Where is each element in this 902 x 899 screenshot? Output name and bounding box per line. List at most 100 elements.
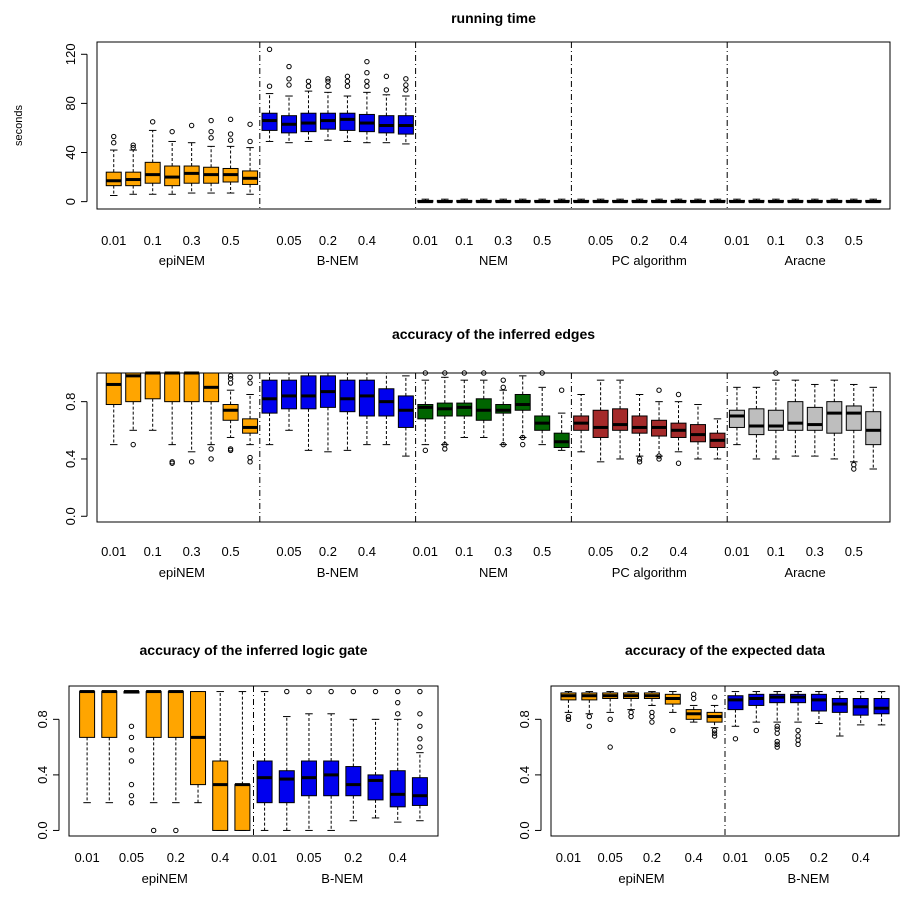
box-B-NEM-4 (319, 372, 336, 453)
outlier-point (111, 133, 117, 140)
box-PC algorithm-5 (651, 198, 668, 204)
box-epiNEM-8 (234, 691, 251, 831)
outlier-point (266, 46, 273, 53)
box-epiNEM-1 (560, 691, 577, 723)
y-tick-label: 0.0 (63, 507, 78, 525)
chart-expected-data-accuracy: accuracy of the expected data 0.0 0.4 0.8 0.… (517, 642, 900, 886)
box-PC algorithm-4 (631, 198, 648, 204)
box-B-NEM-6 (358, 58, 375, 144)
x-tick-label: 0.01 (413, 233, 438, 248)
outlier-point (417, 688, 423, 695)
x-tick-label: 0.4 (211, 850, 229, 865)
outlier-point (325, 76, 331, 82)
box-body (845, 405, 862, 431)
x-tick-label: 0.3 (183, 544, 201, 559)
box-B-NEM-7 (852, 691, 869, 726)
outlier-point (539, 370, 545, 376)
box-epiNEM-4 (145, 690, 162, 834)
box-PC algorithm-7 (689, 404, 706, 460)
outlier-point (558, 387, 565, 393)
outlier-point (227, 137, 234, 143)
box-NEM-4 (475, 370, 492, 438)
box-body (345, 766, 362, 797)
outlier-point (628, 709, 634, 716)
outlier-point (130, 144, 136, 151)
outlier-point (247, 380, 253, 386)
outlier-point (442, 441, 448, 448)
x-tick-label: 0.05 (765, 850, 790, 865)
outlier-point (247, 459, 253, 465)
outlier-point (227, 373, 234, 379)
box-epiNEM-1 (105, 372, 122, 446)
outlier-point (403, 76, 409, 82)
box-NEM-8 (553, 198, 570, 204)
box-NEM-2 (436, 198, 453, 204)
outlier-point (670, 727, 676, 734)
group-label-B-NEM: B-NEM (317, 565, 359, 580)
chart-title-logic-gate-accuracy: accuracy of the inferred logic gate (140, 642, 368, 658)
x-tick-label: 0.3 (183, 233, 201, 248)
box-body (323, 760, 340, 797)
box-body (728, 409, 745, 428)
outlier-point (500, 441, 506, 448)
box-B-NEM-3 (300, 688, 317, 831)
box-body (806, 406, 823, 431)
box-body (79, 691, 96, 738)
y-tick-label: 0 (63, 198, 78, 205)
group-label-Aracne: Aracne (784, 565, 825, 580)
box-body (631, 415, 648, 434)
outlier-point (247, 121, 253, 127)
chart-running-time: running time 0 40 80 120 seconds 0.01 0.1 0.3 0.5… (13, 10, 891, 268)
outlier-point (851, 466, 857, 472)
chart-logic-gate-accuracy: accuracy of the inferred logic gate 0.0 0.… (35, 642, 439, 886)
outlier-point (649, 709, 655, 716)
group-label-epiNEM: epiNEM (142, 871, 188, 886)
outlier-point (227, 116, 234, 123)
box-B-NEM-3 (300, 78, 317, 142)
box-PC algorithm-6 (670, 198, 687, 204)
box-body (339, 112, 356, 131)
x-tick-label: 0.4 (358, 544, 376, 559)
y-tick-label: 80 (63, 96, 78, 110)
outlier-point (344, 73, 351, 80)
outlier-point (188, 122, 195, 129)
box-NEM-1 (417, 370, 434, 454)
outlier-point (675, 460, 682, 466)
box-body (456, 402, 473, 417)
outlier-point (344, 78, 351, 84)
outlier-point (372, 688, 379, 695)
outlier-point (774, 738, 780, 745)
outlier-point (247, 374, 253, 380)
box-B-NEM-7 (389, 688, 406, 823)
chart-edge-accuracy: accuracy of the inferred edges 0.0 0.4 0.8 0… (63, 326, 891, 580)
x-tick-label: 0.01 (724, 233, 749, 248)
x-tick-label: 0.01 (724, 544, 749, 559)
x-tick-label: 0.01 (101, 233, 126, 248)
y-axis-label: seconds (13, 105, 25, 146)
outlier-point (690, 691, 697, 698)
y-tick-label: 0.0 (517, 821, 532, 839)
outlier-point (328, 688, 334, 695)
box-body (873, 698, 890, 715)
outlier-point (586, 713, 593, 720)
box-body (300, 375, 317, 410)
box-epiNEM-6 (203, 117, 220, 194)
x-tick-label: 0.5 (222, 544, 240, 559)
group-label-Aracne: Aracne (784, 253, 825, 268)
box-NEM-4 (475, 198, 492, 204)
box-B-NEM-2 (281, 63, 298, 144)
box-Aracne-6 (826, 198, 843, 204)
x-tick-label: 0.3 (806, 544, 824, 559)
x-tick-label: 0.05 (276, 544, 301, 559)
chart-title-running-time: running time (451, 10, 536, 26)
box-epiNEM-5 (643, 691, 660, 725)
outlier-point (325, 78, 331, 84)
x-tick-label: 0.01 (723, 850, 748, 865)
outlier-point (130, 441, 136, 448)
outlier-point (607, 716, 613, 723)
outlier-point (403, 87, 409, 93)
outlier-point (711, 727, 718, 734)
box-B-NEM-2 (278, 688, 295, 831)
outlier-point (350, 688, 357, 695)
chart-title-edge-accuracy: accuracy of the inferred edges (392, 326, 595, 342)
